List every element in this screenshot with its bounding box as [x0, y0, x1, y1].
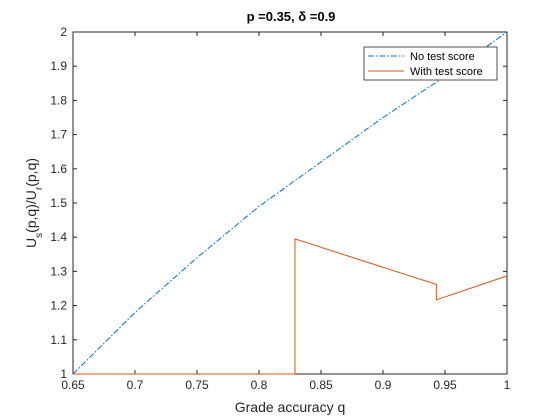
- plot-area: [72, 31, 508, 375]
- x-tick-label: 0.75: [185, 378, 209, 392]
- x-tick-label: 0.9: [375, 378, 392, 392]
- series-line-no-test-score: [72, 31, 508, 375]
- x-tick-label: 0.8: [251, 378, 268, 392]
- x-axis-label: Grade accuracy q: [235, 399, 346, 415]
- series-line-with-test-score: [73, 238, 508, 375]
- legend-box: [363, 46, 498, 81]
- y-axis-label: Us(p,q)/Ur(p,q): [23, 158, 45, 248]
- x-tick-label: 0.65: [61, 378, 85, 392]
- y-tick-label: 1.7: [50, 128, 67, 142]
- legend: No test score With test score: [363, 46, 498, 81]
- x-tick-label: 0.7: [127, 378, 144, 392]
- y-tick-label: 1.6: [50, 162, 67, 176]
- y-axis: 1 1.1 1.2 1.3 1.4 1.5 1.6 1.7 1.8 1.9 2: [50, 25, 507, 381]
- x-tick-label: 0.85: [309, 378, 333, 392]
- y-tick-label: 1.5: [50, 196, 67, 210]
- legend-label-no-test-score: No test score: [410, 51, 475, 63]
- y-tick-label: 2: [60, 25, 67, 39]
- y-tick-label: 1.1: [50, 333, 67, 347]
- y-tick-label: 1.3: [50, 264, 67, 278]
- y-tick-label: 1.9: [50, 59, 67, 73]
- y-tick-label: 1.2: [50, 299, 67, 313]
- series-layer: [72, 31, 508, 375]
- x-tick-label: 0.95: [433, 378, 457, 392]
- y-tick-label: 1.4: [50, 230, 67, 244]
- y-tick-label: 1.8: [50, 93, 67, 107]
- x-axis: 0.65 0.7 0.75 0.8 0.85 0.9 0.95 1: [61, 32, 511, 392]
- x-tick-label: 1: [504, 378, 511, 392]
- legend-label-with-test-score: With test score: [410, 66, 483, 78]
- y-tick-label: 1: [60, 367, 67, 381]
- chart-title: p =0.35, δ =0.9: [247, 9, 336, 24]
